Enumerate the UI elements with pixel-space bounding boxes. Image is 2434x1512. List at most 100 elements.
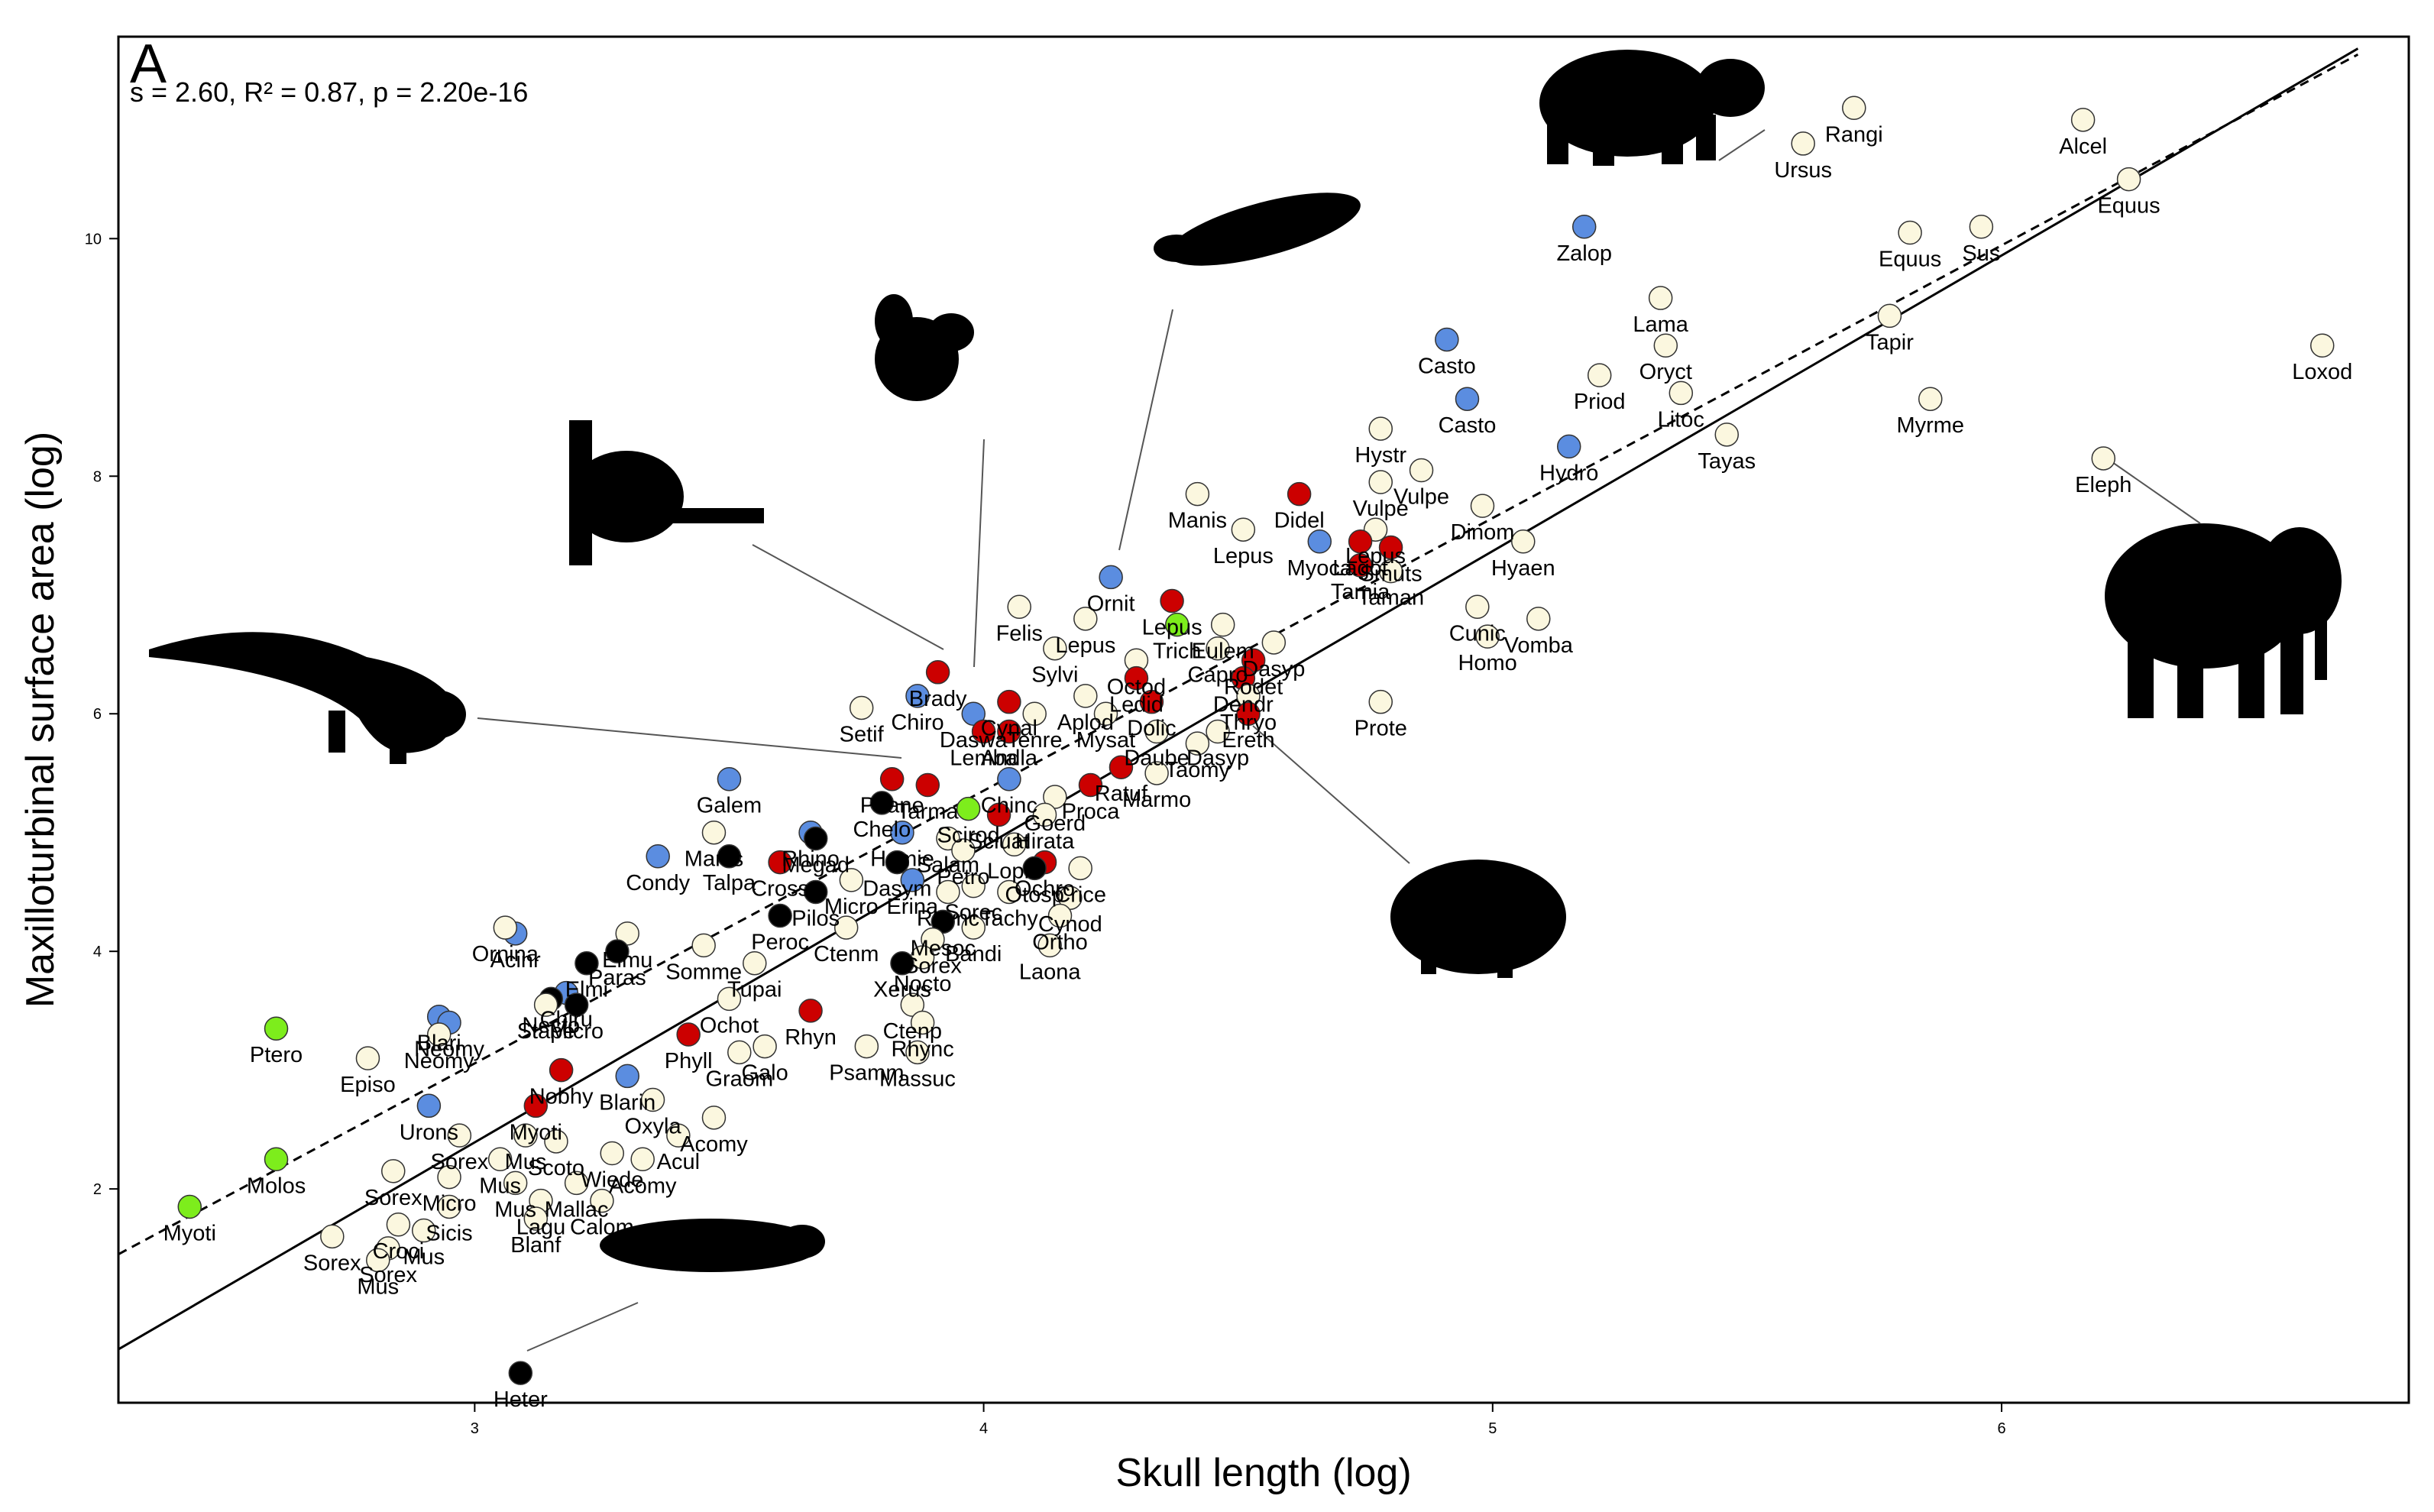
point-label: Ereth xyxy=(1222,728,1274,753)
point-label: Hyaen xyxy=(1491,556,1555,581)
point-label: Psamm xyxy=(829,1061,904,1086)
point-label: Scoto xyxy=(528,1156,584,1180)
data-point xyxy=(411,1218,436,1243)
y-tick-label: 6 xyxy=(93,706,102,723)
point-label: Mus xyxy=(494,1197,536,1222)
data-point xyxy=(1047,903,1073,928)
data-point xyxy=(1160,588,1184,614)
data-point xyxy=(727,1040,752,1065)
point-label: Ctenm xyxy=(814,942,879,966)
point-label: Hemie xyxy=(870,847,934,872)
echidna-silhouette xyxy=(1390,860,1566,978)
data-point xyxy=(1409,458,1434,483)
data-point xyxy=(905,1040,930,1065)
point-label: Micro xyxy=(824,895,879,919)
point-label: Urons xyxy=(400,1120,458,1145)
data-point xyxy=(1511,529,1536,554)
point-label: Neomy xyxy=(404,1049,474,1073)
point-label: Sorex xyxy=(364,1186,422,1210)
point-label: Calom xyxy=(570,1216,634,1240)
point-label: Hirata xyxy=(1015,829,1075,853)
data-point xyxy=(533,992,558,1017)
point-label: Loxod xyxy=(2292,360,2352,384)
point-label: Taomy xyxy=(1165,758,1231,782)
data-point xyxy=(1307,529,1332,554)
point-label: Lagu xyxy=(516,1216,566,1240)
x-tick-label: 5 xyxy=(1488,1420,1497,1437)
point-label: Casto xyxy=(1439,413,1497,438)
x-axis-title: Skull length (log) xyxy=(1115,1451,1411,1495)
data-point xyxy=(1648,286,1673,310)
data-point xyxy=(1144,719,1169,744)
point-label: Vulpe xyxy=(1353,497,1409,521)
data-point xyxy=(177,1194,202,1219)
data-point xyxy=(1210,612,1235,637)
data-point xyxy=(386,1213,411,1237)
data-point xyxy=(997,879,1021,905)
point-label: Prote xyxy=(1355,717,1407,741)
point-label: Tayas xyxy=(1698,449,1756,474)
data-point xyxy=(1185,481,1210,507)
data-point xyxy=(879,766,905,792)
point-label: Zalop xyxy=(1556,241,1612,266)
data-point xyxy=(549,1057,574,1083)
point-label: Chiru xyxy=(540,1008,593,1032)
point-label: Manis xyxy=(1168,509,1227,533)
data-point xyxy=(1842,96,1866,121)
data-point xyxy=(854,1034,879,1059)
point-label: Tapir xyxy=(1866,330,1914,355)
point-label: Capro xyxy=(1188,663,1248,688)
point-label: Ornit xyxy=(1087,591,1135,616)
data-point xyxy=(1164,612,1189,637)
data-point xyxy=(590,1188,614,1213)
data-point xyxy=(264,1147,289,1172)
data-point xyxy=(1378,559,1403,584)
point-label: Proca xyxy=(1062,800,1121,824)
point-label: Rhyn xyxy=(785,1025,837,1050)
data-point xyxy=(956,796,981,821)
data-point xyxy=(1378,535,1403,560)
point-label: Crice xyxy=(1054,882,1106,907)
point-label: Rhync xyxy=(917,906,979,931)
data-point xyxy=(493,915,518,940)
data-point xyxy=(544,1129,568,1154)
x-tick-label: 3 xyxy=(471,1420,479,1437)
bear-silhouette xyxy=(1539,50,1765,166)
point-label: Tamia xyxy=(1331,580,1390,604)
data-point xyxy=(1368,689,1393,714)
data-point xyxy=(605,939,630,963)
data-point xyxy=(691,933,716,958)
data-point xyxy=(355,1046,380,1070)
point-label: Neomy xyxy=(414,1037,484,1061)
point-label: Sorex xyxy=(359,1263,417,1287)
data-point xyxy=(2116,167,2141,192)
point-label: Somme xyxy=(665,960,742,984)
point-label: Cynod xyxy=(1038,912,1102,937)
data-point xyxy=(890,820,914,845)
point-label: Smuts xyxy=(1359,562,1422,587)
data-point xyxy=(1068,856,1092,881)
panel-label: A xyxy=(130,34,167,95)
data-point xyxy=(997,719,1021,744)
point-label: Ptero xyxy=(250,1043,303,1067)
data-point xyxy=(264,1016,289,1041)
data-point xyxy=(1231,517,1256,542)
point-label: Manis xyxy=(685,847,743,872)
point-label: Lepus xyxy=(1345,544,1406,568)
point-label: Acomy xyxy=(680,1132,748,1157)
point-label: Eulem xyxy=(1192,639,1254,664)
point-label: Equus xyxy=(2097,194,2160,219)
data-point xyxy=(2070,108,2096,132)
point-label: Brady xyxy=(909,687,967,711)
data-point xyxy=(717,766,742,792)
point-label: Mallac xyxy=(545,1197,609,1222)
data-point xyxy=(743,950,767,976)
point-label: Sorex xyxy=(430,1150,488,1174)
data-point xyxy=(1348,553,1373,578)
point-label: Pilos xyxy=(791,906,840,931)
point-label: Bandi xyxy=(945,942,1002,966)
data-point xyxy=(1032,802,1057,827)
point-label: Mysat xyxy=(1076,728,1135,753)
point-label: Megad xyxy=(782,853,850,877)
